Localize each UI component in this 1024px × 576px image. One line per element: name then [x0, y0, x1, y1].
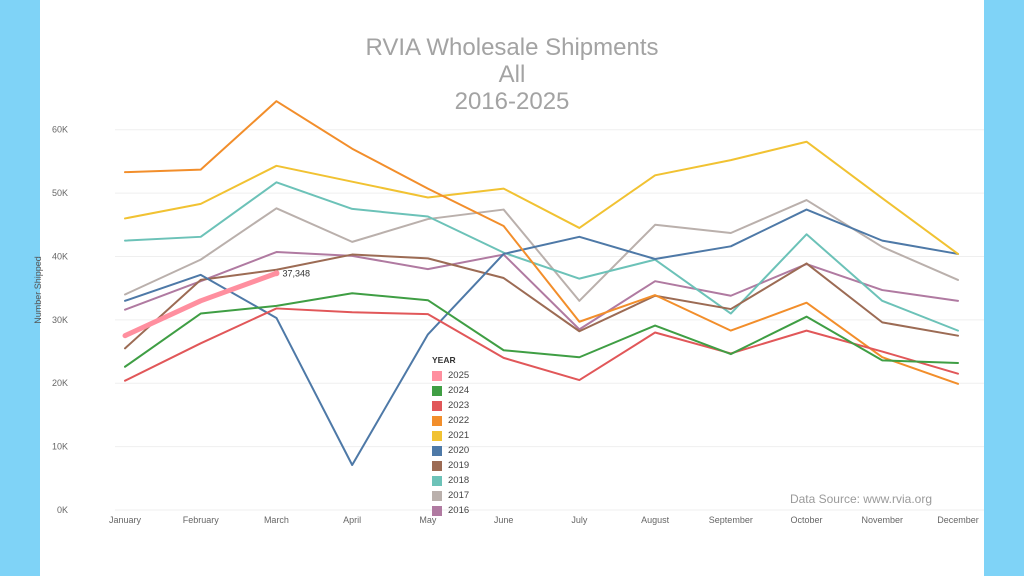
y-tick-label: 60K [52, 125, 68, 135]
x-tick-label: March [264, 515, 289, 525]
chart-frame: RVIA Wholesale Shipments All 2016-2025 0… [33, 0, 984, 576]
legend-label: 2020 [448, 445, 470, 456]
series-line-2025 [122, 270, 279, 339]
legend: YEAR 2025 2024 2023 2022 2021 2020 2019 2018 201… [432, 355, 469, 518]
series-line-2019 [124, 253, 959, 350]
legend-item-2021: 2021 [432, 428, 469, 443]
y-tick-label: 10K [52, 442, 68, 452]
chart-title-line-3: 2016-2025 [454, 88, 570, 115]
y-tick-label: 40K [52, 251, 68, 261]
x-tick-label: April [343, 515, 361, 525]
series-line-2018 [124, 181, 959, 332]
legend-item-2022: 2022 [432, 413, 469, 428]
legend-item-2025: 2025 [432, 368, 469, 383]
x-tick-label: September [709, 515, 753, 525]
series-line-2024 [124, 292, 959, 368]
series-line-2023 [124, 307, 959, 382]
x-tick-label: May [419, 515, 437, 525]
legend-item-2019: 2019 [432, 458, 469, 473]
legend-label: 2022 [448, 415, 470, 426]
legend-swatch [432, 475, 442, 486]
legend-label: 2016 [448, 505, 470, 516]
x-tick-label: February [183, 515, 220, 525]
legend-swatch [432, 460, 442, 471]
legend-label: 2023 [448, 400, 470, 411]
legend-swatch [432, 400, 442, 411]
legend-label: 2018 [448, 475, 470, 486]
legend-swatch [432, 430, 442, 441]
line-chart: 0K 10K 20K 30K 40K 50K 60K January February March… [52, 100, 984, 525]
y-tick-label: 30K [52, 315, 68, 325]
y-tick-label: 0K [57, 505, 68, 515]
legend-label: 2019 [448, 460, 470, 471]
legend-item-2018: 2018 [432, 473, 469, 488]
series-line-2016 [124, 251, 959, 331]
series-line-2020 [124, 208, 959, 466]
legend-label: 2025 [448, 370, 470, 381]
x-tick-label: June [494, 515, 514, 525]
data-source-note: Data Source: www.rvia.org [789, 492, 932, 506]
legend-item-2023: 2023 [432, 398, 469, 413]
data-label-2025: 37,348 [282, 268, 310, 278]
series-line-2022 [124, 100, 959, 385]
legend-label: 2021 [448, 430, 470, 441]
chart-title-line-2: All [498, 61, 526, 88]
series-line-2021 [124, 140, 959, 255]
legend-item-2017: 2017 [432, 488, 469, 503]
y-axis-label: Number Shipped [33, 256, 43, 324]
x-tick-label: November [862, 515, 904, 525]
legend-item-2024: 2024 [432, 383, 469, 398]
legend-item-2016: 2016 [432, 503, 469, 518]
y-tick-label: 50K [52, 188, 68, 198]
x-tick-label: December [937, 515, 979, 525]
legend-item-2020: 2020 [432, 443, 469, 458]
x-tick-label: July [571, 515, 588, 525]
legend-title: YEAR [432, 355, 456, 365]
legend-items: 2025 2024 2023 2022 2021 2020 2019 2018 2017 2016 [432, 368, 469, 518]
legend-label: 2024 [448, 385, 470, 396]
legend-swatch [432, 370, 442, 381]
legend-swatch [432, 505, 442, 516]
x-tick-label: October [791, 515, 823, 525]
series-end-point-2025 [273, 270, 280, 277]
x-tick-label: August [641, 515, 670, 525]
legend-swatch [432, 415, 442, 426]
legend-label: 2017 [448, 490, 470, 501]
legend-swatch [432, 445, 442, 456]
legend-swatch [432, 490, 442, 501]
legend-swatch [432, 385, 442, 396]
x-tick-label: January [109, 515, 142, 525]
y-tick-label: 20K [52, 378, 68, 388]
chart-title-line-1: RVIA Wholesale Shipments [365, 34, 659, 61]
series-line-2017 [124, 199, 959, 302]
